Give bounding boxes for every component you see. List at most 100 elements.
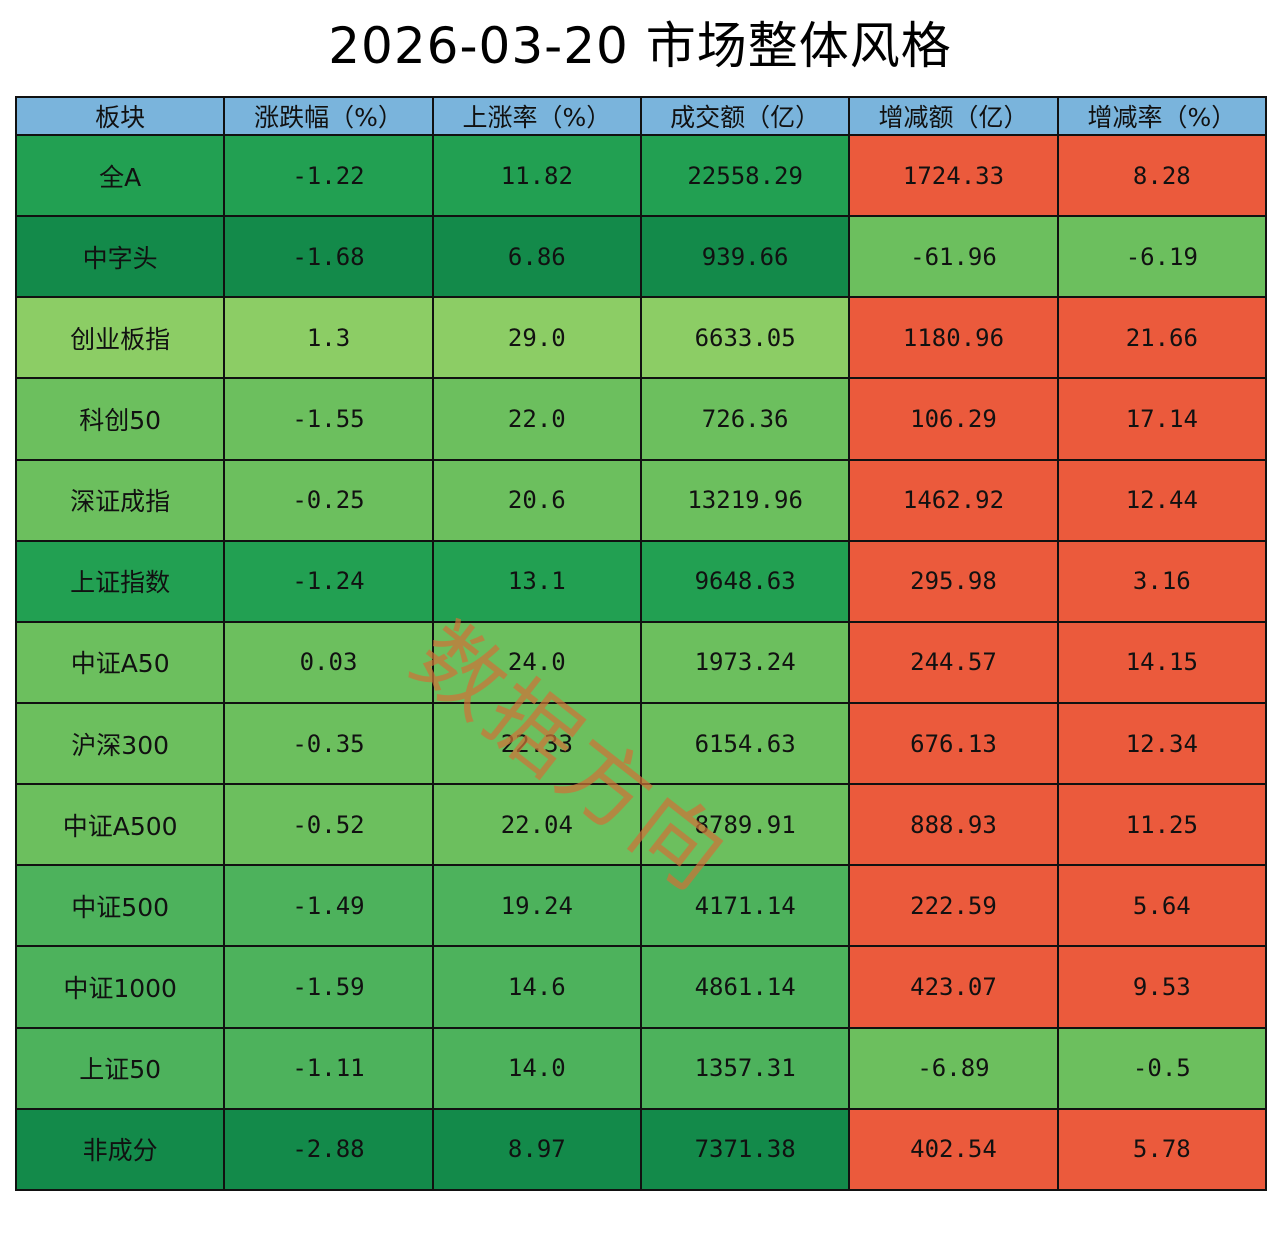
table-row: 科创50 -1.55 22.0 726.36 106.29 17.14 xyxy=(14,377,1268,461)
header-sector: 板块 xyxy=(14,96,226,136)
table-row: 中证500 -1.49 19.24 4171.14 222.59 5.64 xyxy=(14,864,1268,948)
table-row: 中证1000 -1.59 14.6 4861.14 423.07 9.53 xyxy=(14,945,1268,1029)
cell-sector: 上证指数 xyxy=(14,539,226,623)
table-row: 中证A50 0.03 24.0 1973.24 244.57 14.15 xyxy=(14,620,1268,704)
cell-up-rate: 20.6 xyxy=(431,458,642,542)
cell-up-rate: 6.86 xyxy=(431,215,642,299)
header-change-pct: 涨跌幅（%） xyxy=(223,96,434,136)
header-turnover: 成交额（亿） xyxy=(639,96,851,136)
cell-change-pct: -0.25 xyxy=(223,458,434,542)
cell-turnover-change-pct: 8.28 xyxy=(1056,133,1268,218)
cell-up-rate: 24.0 xyxy=(431,620,642,704)
cell-turnover-change: -6.89 xyxy=(848,1026,1059,1110)
table-row: 中字头 -1.68 6.86 939.66 -61.96 -6.19 xyxy=(14,215,1268,299)
header-row: 板块 涨跌幅（%） 上涨率（%） 成交额（亿） 增减额（亿） 增减率（%） xyxy=(14,96,1268,136)
cell-up-rate: 29.0 xyxy=(431,296,642,380)
cell-sector: 中证500 xyxy=(14,864,226,948)
header-up-rate: 上涨率（%） xyxy=(431,96,642,136)
cell-turnover-change-pct: 12.34 xyxy=(1056,701,1268,786)
cell-sector: 深证成指 xyxy=(14,458,226,542)
market-style-table: 板块 涨跌幅（%） 上涨率（%） 成交额（亿） 增减额（亿） 增减率（%） 全A… xyxy=(14,96,1268,1192)
cell-up-rate: 19.24 xyxy=(431,864,642,948)
cell-change-pct: -1.59 xyxy=(223,945,434,1029)
cell-change-pct: -0.52 xyxy=(223,783,434,867)
cell-turnover-change: 1724.33 xyxy=(848,133,1059,218)
cell-up-rate: 22.04 xyxy=(431,783,642,867)
table-row: 上证50 -1.11 14.0 1357.31 -6.89 -0.5 xyxy=(14,1026,1268,1110)
cell-turnover-change-pct: 17.14 xyxy=(1056,377,1268,461)
cell-turnover-change-pct: 9.53 xyxy=(1056,945,1268,1029)
cell-turnover-change: -61.96 xyxy=(848,215,1059,299)
cell-turnover-change-pct: -0.5 xyxy=(1056,1026,1268,1110)
cell-change-pct: -1.55 xyxy=(223,377,434,461)
chart-title: 2026-03-20 市场整体风格 xyxy=(328,17,952,75)
cell-turnover: 939.66 xyxy=(639,215,851,299)
cell-turnover: 8789.91 xyxy=(639,783,851,867)
cell-up-rate: 14.0 xyxy=(431,1026,642,1110)
cell-turnover: 4171.14 xyxy=(639,864,851,948)
cell-turnover-change: 106.29 xyxy=(848,377,1059,461)
table-row: 创业板指 1.3 29.0 6633.05 1180.96 21.66 xyxy=(14,296,1268,380)
cell-turnover: 13219.96 xyxy=(639,458,851,542)
cell-turnover-change: 402.54 xyxy=(848,1107,1059,1192)
cell-turnover: 7371.38 xyxy=(639,1107,851,1192)
cell-up-rate: 14.6 xyxy=(431,945,642,1029)
cell-turnover-change: 1180.96 xyxy=(848,296,1059,380)
cell-turnover-change: 1462.92 xyxy=(848,458,1059,542)
cell-change-pct: -1.24 xyxy=(223,539,434,623)
cell-sector: 沪深300 xyxy=(14,701,226,786)
cell-change-pct: -0.35 xyxy=(223,701,434,786)
cell-turnover: 726.36 xyxy=(639,377,851,461)
cell-change-pct: 0.03 xyxy=(223,620,434,704)
cell-change-pct: -1.49 xyxy=(223,864,434,948)
cell-sector: 创业板指 xyxy=(14,296,226,380)
cell-sector: 科创50 xyxy=(14,377,226,461)
cell-turnover-change-pct: 3.16 xyxy=(1056,539,1268,623)
header-turnover-change-pct: 增减率（%） xyxy=(1056,96,1268,136)
cell-up-rate: 13.1 xyxy=(431,539,642,623)
cell-sector: 中证A500 xyxy=(14,783,226,867)
cell-up-rate: 22.0 xyxy=(431,377,642,461)
cell-sector: 上证50 xyxy=(14,1026,226,1110)
cell-turnover-change-pct: -6.19 xyxy=(1056,215,1268,299)
cell-change-pct: -1.68 xyxy=(223,215,434,299)
cell-sector: 中证1000 xyxy=(14,945,226,1029)
cell-turnover-change: 676.13 xyxy=(848,701,1059,786)
cell-sector: 中字头 xyxy=(14,215,226,299)
cell-turnover: 22558.29 xyxy=(639,133,851,218)
cell-change-pct: -1.22 xyxy=(223,133,434,218)
table-body: 全A -1.22 11.82 22558.29 1724.33 8.28 中字头 -1.68 6… xyxy=(14,133,1268,1192)
cell-turnover: 4861.14 xyxy=(639,945,851,1029)
cell-change-pct: -1.11 xyxy=(223,1026,434,1110)
cell-turnover-change-pct: 12.44 xyxy=(1056,458,1268,542)
cell-up-rate: 8.97 xyxy=(431,1107,642,1192)
cell-turnover-change: 888.93 xyxy=(848,783,1059,867)
cell-change-pct: -2.88 xyxy=(223,1107,434,1192)
cell-turnover-change-pct: 21.66 xyxy=(1056,296,1268,380)
table-row: 非成分 -2.88 8.97 7371.38 402.54 5.78 xyxy=(14,1107,1268,1192)
table-row: 中证A500 -0.52 22.04 8789.91 888.93 11.25 xyxy=(14,783,1268,867)
cell-turnover: 9648.63 xyxy=(639,539,851,623)
cell-turnover-change-pct: 5.78 xyxy=(1056,1107,1268,1192)
table-row: 沪深300 -0.35 22.33 6154.63 676.13 12.34 xyxy=(14,701,1268,786)
cell-turnover: 1973.24 xyxy=(639,620,851,704)
table-row: 全A -1.22 11.82 22558.29 1724.33 8.28 xyxy=(14,133,1268,218)
cell-turnover-change-pct: 11.25 xyxy=(1056,783,1268,867)
header-turnover-change: 增减额（亿） xyxy=(848,96,1059,136)
cell-turnover: 6154.63 xyxy=(639,701,851,786)
cell-turnover-change-pct: 5.64 xyxy=(1056,864,1268,948)
cell-turnover: 1357.31 xyxy=(639,1026,851,1110)
cell-turnover-change: 423.07 xyxy=(848,945,1059,1029)
cell-sector: 非成分 xyxy=(14,1107,226,1192)
cell-up-rate: 11.82 xyxy=(431,133,642,218)
cell-turnover-change-pct: 14.15 xyxy=(1056,620,1268,704)
cell-up-rate: 22.33 xyxy=(431,701,642,786)
cell-turnover-change: 244.57 xyxy=(848,620,1059,704)
cell-turnover-change: 222.59 xyxy=(848,864,1059,948)
table-row: 深证成指 -0.25 20.6 13219.96 1462.92 12.44 xyxy=(14,458,1268,542)
cell-sector: 全A xyxy=(14,133,226,218)
table-row: 上证指数 -1.24 13.1 9648.63 295.98 3.16 xyxy=(14,539,1268,623)
cell-sector: 中证A50 xyxy=(14,620,226,704)
cell-change-pct: 1.3 xyxy=(223,296,434,380)
cell-turnover: 6633.05 xyxy=(639,296,851,380)
